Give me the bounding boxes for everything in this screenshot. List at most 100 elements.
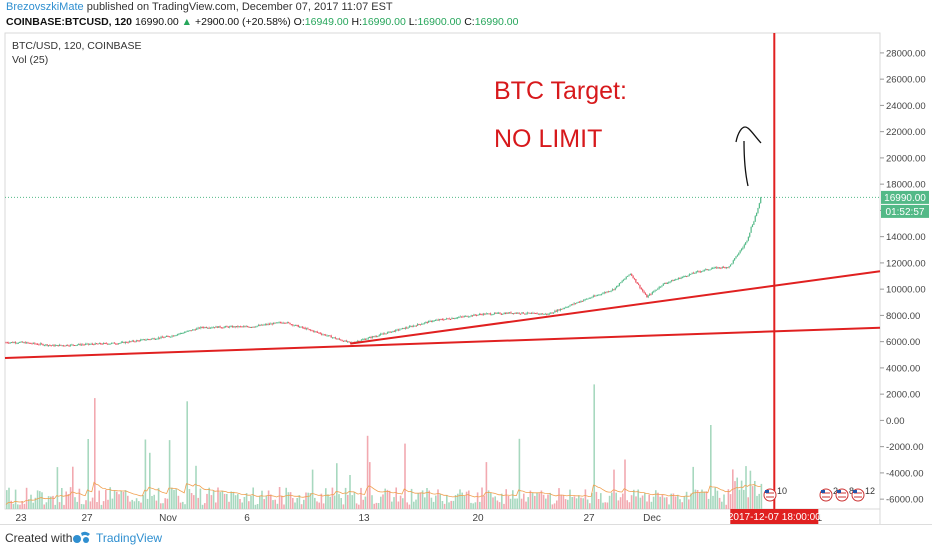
volume-bar: [237, 494, 239, 509]
volume-bar: [351, 495, 353, 509]
volume-bar: [615, 492, 617, 509]
candle-body: [664, 283, 666, 284]
candle-body: [292, 324, 294, 326]
volume-bar: [274, 499, 276, 509]
volume-bar: [318, 502, 320, 509]
candle-body: [219, 326, 221, 328]
volume-bar: [160, 503, 162, 509]
volume-bar: [10, 500, 12, 509]
candle-body: [408, 326, 411, 328]
volume-bar: [105, 489, 107, 509]
volume-bar: [754, 481, 756, 509]
volume-bar: [34, 497, 37, 509]
candle-body: [706, 269, 708, 271]
candle-body: [212, 327, 214, 329]
volume-bar: [457, 493, 459, 509]
volume-bar: [635, 496, 637, 509]
volume-bar: [309, 493, 312, 509]
candle-body: [401, 328, 404, 329]
hand-drawn-arrow[interactable]: [735, 126, 762, 187]
candle-body: [723, 266, 725, 268]
volume-bar: [122, 491, 125, 509]
volume-bar: [36, 490, 39, 509]
candle-body: [648, 294, 651, 296]
candle-body: [127, 342, 129, 344]
volume-bar: [111, 498, 114, 509]
event-flag-icon[interactable]: 8: [835, 486, 854, 502]
candle-body: [592, 295, 594, 298]
candle-body: [681, 276, 684, 278]
volume-bar: [448, 502, 450, 509]
candle-body: [340, 339, 342, 341]
event-markers[interactable]: 10 2 8 12: [763, 486, 875, 502]
candle-body: [168, 336, 170, 338]
candle-body: [423, 322, 426, 324]
candle-body: [736, 255, 738, 257]
volume-bar: [243, 497, 246, 509]
annotation-title[interactable]: BTC Target:: [494, 77, 627, 105]
candle-body: [703, 269, 706, 271]
price-chart[interactable]: 28000.0026000.0024000.0022000.0020000.00…: [0, 0, 932, 524]
candle-body: [566, 306, 568, 308]
candle-body: [701, 271, 703, 273]
candle-body: [675, 279, 677, 281]
volume-bar: [714, 487, 716, 509]
candle-body: [134, 341, 136, 343]
candle-body: [633, 278, 636, 280]
tradingview-brand-link[interactable]: TradingView: [96, 531, 163, 545]
candle-body: [636, 282, 638, 284]
candle-body: [124, 341, 126, 344]
trendline[interactable]: [350, 270, 881, 345]
candle-body: [436, 319, 438, 321]
candle-body: [694, 272, 696, 274]
event-flag-icon[interactable]: 2: [819, 486, 838, 502]
price-tick-label: 20000.00: [886, 153, 926, 164]
volume-bar: [47, 496, 50, 509]
candle-body: [157, 337, 159, 339]
candle-body: [421, 323, 423, 325]
candle-body: [128, 341, 131, 343]
annotation-subtitle[interactable]: NO LIMIT: [494, 125, 602, 153]
volume-bar: [749, 470, 752, 509]
volume-bar: [135, 498, 138, 509]
trendlines[interactable]: [4, 270, 881, 359]
candle-body: [362, 339, 364, 341]
volume-bar: [179, 502, 182, 509]
candle-body: [535, 313, 537, 314]
volume-bar: [435, 495, 437, 509]
candle-body: [139, 339, 142, 341]
volume-bar: [483, 495, 485, 509]
volume-bar: [578, 495, 580, 509]
candle-body: [659, 286, 662, 288]
candle-body: [758, 203, 760, 209]
candle-body: [390, 331, 393, 333]
volume-bar: [556, 500, 558, 509]
event-flag-icon[interactable]: 12: [851, 486, 875, 502]
volume-bar: [19, 504, 21, 509]
time-tick-label: Nov: [159, 513, 177, 524]
volume-bar: [670, 493, 672, 509]
candle-body: [97, 343, 99, 345]
volume-bar: [512, 490, 514, 509]
author-link[interactable]: BrezovszkiMate: [6, 1, 84, 13]
event-flag-icon[interactable]: 10: [763, 486, 787, 502]
candle-body: [161, 336, 164, 338]
volume-bar: [78, 488, 81, 509]
trendline[interactable]: [4, 326, 881, 359]
volume-bar: [639, 497, 642, 509]
volume-bar: [624, 459, 626, 509]
volume-bar: [239, 499, 241, 509]
volume-bar: [316, 501, 318, 509]
candle-body: [548, 313, 550, 315]
candle-body: [145, 339, 147, 341]
volume-bar: [503, 503, 505, 509]
volume-bar: [118, 494, 120, 509]
candle-body: [467, 316, 470, 318]
volume-bar: [375, 502, 378, 509]
volume-bar: [591, 492, 593, 509]
candle-body: [485, 313, 487, 315]
candle-body: [238, 326, 240, 328]
candle-body: [233, 326, 235, 328]
volume-bar: [199, 488, 202, 509]
candle-body: [710, 268, 712, 270]
